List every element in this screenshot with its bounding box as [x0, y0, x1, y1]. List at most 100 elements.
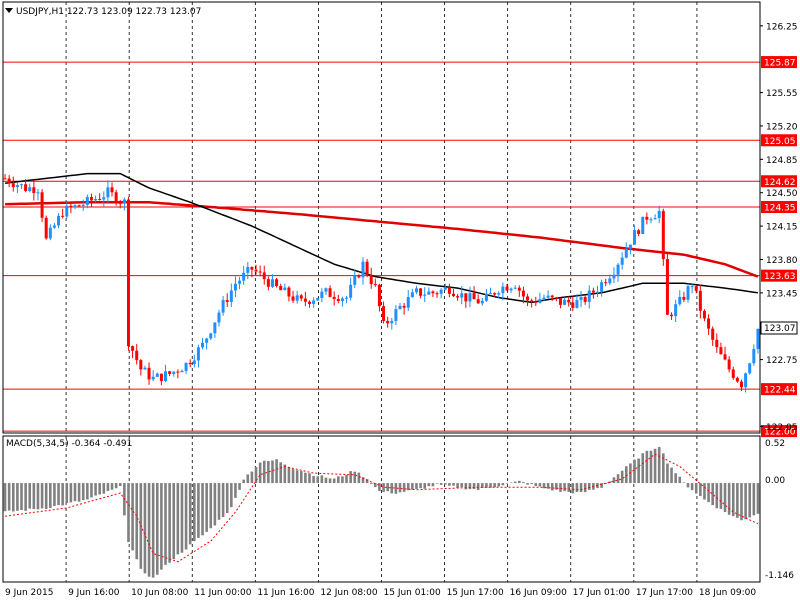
macd-bar — [587, 483, 591, 490]
macd-bar — [353, 471, 357, 484]
macd-tick-zero: 0.00 — [765, 476, 785, 486]
level-label-box — [761, 425, 797, 438]
macd-bar — [485, 483, 488, 488]
time-tick-label: 18 Jun 09:00 — [699, 588, 756, 598]
candle-body — [382, 306, 386, 321]
axes-frame — [2, 1, 761, 583]
candle-body — [653, 218, 657, 220]
macd-bar — [172, 483, 176, 560]
candle-body — [196, 347, 200, 361]
candle-body — [258, 271, 262, 273]
macd-bar — [221, 483, 225, 518]
candle-body — [604, 282, 608, 284]
candle-body — [567, 299, 571, 303]
macd-bar — [439, 483, 443, 485]
candle-body — [102, 197, 106, 200]
macd-bar — [332, 478, 336, 484]
candle-body — [431, 291, 435, 294]
macd-bar — [394, 483, 398, 494]
candle-body — [340, 298, 344, 302]
candle-body — [98, 198, 102, 200]
price-tick-label: 122.75 — [766, 356, 798, 366]
macd-bar — [402, 483, 406, 492]
macd-bar — [180, 483, 184, 553]
candle-body — [731, 369, 735, 378]
dropdown-triangle-icon[interactable] — [5, 8, 13, 13]
macd-bar — [147, 483, 151, 577]
macd-bar — [493, 483, 496, 488]
candle-body — [484, 293, 488, 301]
candle-body — [312, 300, 316, 304]
candle-body — [126, 199, 130, 347]
price-tick-label: 124.15 — [766, 223, 798, 233]
candle-body — [427, 291, 431, 295]
candle-body — [521, 290, 525, 297]
current-price-label: 123.07 — [764, 324, 796, 334]
candle-body — [665, 259, 669, 315]
macd-bar — [538, 483, 542, 487]
level-labels: 125.87 125.05 124.62 124.35 123.63 122.44 122.… — [761, 56, 797, 438]
candle-body — [674, 304, 678, 317]
candle-body — [390, 320, 394, 324]
candle-body — [591, 290, 595, 293]
level-label-box — [761, 383, 797, 396]
time-tick-label: 9 Jun 16:00 — [68, 588, 120, 598]
macd-bar — [637, 458, 640, 484]
level-label-box — [761, 201, 797, 214]
macd-bar — [312, 476, 315, 484]
candle-body — [698, 290, 702, 311]
macd-bar — [526, 483, 529, 485]
candle-body — [270, 279, 274, 287]
macd-bar — [283, 464, 287, 484]
candle-body — [645, 216, 649, 220]
macd-bar — [316, 476, 320, 484]
candle-body — [353, 275, 357, 285]
candle-body — [143, 367, 147, 370]
macd-bar — [69, 483, 73, 503]
macd-bar — [225, 483, 229, 513]
macd-bar — [390, 483, 394, 494]
macd-bar — [703, 483, 706, 500]
candle-body — [633, 230, 637, 245]
candle-body — [299, 295, 303, 299]
candle-body — [686, 286, 690, 300]
macd-bar — [57, 483, 60, 506]
macd-bar — [406, 483, 410, 491]
price-tick-label: 124.85 — [766, 156, 798, 166]
candle-body — [386, 320, 390, 324]
macd-bar — [110, 483, 114, 490]
macd-bar — [612, 477, 616, 484]
candle-body — [558, 298, 562, 305]
candlesticks — [3, 174, 760, 393]
macd-bar — [600, 483, 603, 488]
candle-body — [176, 371, 180, 373]
candle-body — [678, 297, 682, 305]
macd-bar — [448, 483, 451, 486]
macd-bar — [106, 483, 110, 491]
macd-bar — [686, 483, 690, 488]
candle-body — [530, 300, 534, 302]
macd-bar — [633, 459, 636, 484]
macd-bar — [476, 483, 480, 491]
candle-body — [505, 286, 509, 291]
price-tick-label: 122.05 — [766, 423, 798, 433]
macd-signal-line — [5, 453, 759, 563]
candle-body — [238, 280, 242, 284]
macd-bar — [188, 483, 192, 545]
macd-bar — [3, 483, 7, 512]
macd-bar — [168, 483, 171, 563]
candle-body — [414, 288, 418, 293]
price-tick-label: 126.25 — [766, 22, 798, 32]
time-tick-label: 17 Jun 01:00 — [573, 588, 630, 598]
macd-bar — [365, 479, 369, 484]
macd-bar — [427, 483, 431, 487]
candle-body — [151, 376, 155, 380]
macd-bar — [415, 483, 418, 489]
slow-moving-average — [5, 200, 759, 278]
macd-bar — [435, 483, 439, 484]
macd-bar — [217, 483, 221, 520]
candle-body — [624, 248, 628, 258]
candle-body — [44, 217, 48, 239]
candle-body — [316, 297, 320, 301]
